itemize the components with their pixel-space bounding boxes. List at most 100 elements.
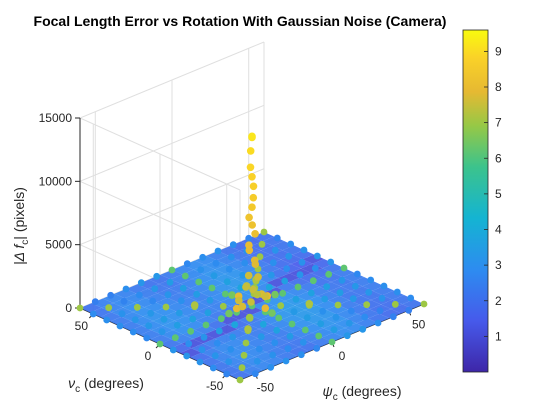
floor-point: [200, 333, 208, 341]
floor-point: [265, 283, 273, 291]
floor-point: [393, 288, 401, 296]
floor-point: [367, 276, 375, 284]
floor-point: [374, 319, 382, 327]
floor-cell: [321, 272, 343, 282]
floor-cell: [299, 273, 321, 283]
floor-point: [238, 364, 246, 372]
floor-point: [206, 296, 214, 304]
floor-cell: [179, 288, 201, 298]
floor-point: [283, 265, 291, 273]
floor-cell: [143, 311, 165, 321]
floor-point: [292, 295, 300, 303]
floor-cell: [264, 356, 286, 366]
floor-point: [275, 314, 283, 322]
floor-cell: [332, 268, 354, 278]
floor-cell: [303, 314, 325, 324]
floor-cell: [229, 310, 251, 320]
floor-cell: [253, 361, 275, 371]
colorbar-tick-label: 5: [495, 187, 502, 201]
floor-cell: [259, 324, 281, 334]
floor-cell: [137, 279, 159, 289]
axis-title: |Δ fc| (pixels): [11, 187, 31, 265]
colorbar-tick-label: 9: [495, 44, 502, 58]
floor-cell: [156, 297, 178, 307]
data-point: [261, 304, 270, 313]
floor-cell: [196, 315, 218, 325]
floor-point: [169, 346, 177, 354]
floor-point: [269, 259, 277, 267]
floor-cell: [258, 264, 280, 274]
floor-cell: [91, 298, 113, 308]
floor-point: [217, 315, 225, 323]
floor-cell: [349, 295, 371, 305]
floor-point: [338, 276, 346, 284]
colorbar-bar: [462, 29, 489, 373]
colorbar-tick-label: 7: [495, 116, 502, 130]
floor-point: [319, 307, 327, 315]
floor-point: [173, 321, 181, 329]
floor-cell: [322, 263, 344, 273]
y-tick-label: 50: [75, 319, 89, 333]
floor-point: [231, 321, 239, 329]
floor-point: [271, 339, 279, 347]
floor-cell: [356, 318, 378, 328]
floor-point: [332, 313, 340, 321]
floor-cell: [202, 278, 224, 288]
floor-point: [405, 306, 413, 314]
colorbar-tick-label: 3: [495, 258, 502, 272]
data-point: [249, 193, 258, 202]
floor-cell: [144, 302, 166, 312]
floor-cell: [286, 287, 308, 297]
data-point: [225, 309, 233, 318]
colorbar-tick-label: 2: [495, 294, 502, 308]
floor-cell: [280, 324, 302, 334]
data-point: [254, 273, 262, 281]
floor-cell: [282, 245, 304, 255]
floor-point: [183, 260, 191, 268]
floor-cell: [252, 232, 274, 242]
floor-point: [296, 271, 304, 279]
data-point: [251, 230, 259, 238]
floor-point: [147, 309, 155, 317]
floor-point: [303, 314, 311, 322]
floor-cell: [211, 352, 233, 362]
floor-point: [239, 271, 247, 279]
floor-point: [151, 285, 159, 293]
floor-point: [120, 297, 128, 305]
floor-cell: [194, 325, 216, 335]
z-tick-label: 15000: [39, 111, 73, 125]
floor-cell: [223, 278, 245, 288]
floor-point: [271, 246, 279, 254]
data-points: [76, 132, 428, 384]
floor-cell: [160, 339, 182, 349]
floor-point: [347, 307, 355, 315]
floor-point: [177, 297, 185, 305]
data-point: [261, 292, 270, 301]
floor-point: [229, 241, 237, 249]
floor-point: [183, 352, 191, 360]
floor-point: [336, 289, 344, 297]
floor-point: [277, 302, 285, 310]
colorbar-tick-label: 4: [495, 223, 502, 237]
floor-point: [193, 290, 201, 298]
floor-cell: [322, 332, 344, 342]
floor-point: [212, 259, 220, 267]
data-point: [248, 221, 256, 229]
floor-cell: [114, 289, 136, 299]
floor-point: [227, 253, 235, 261]
floor-point: [343, 332, 351, 340]
floor-cell: [230, 370, 252, 380]
floor-point: [137, 279, 145, 287]
floor-point: [351, 282, 359, 290]
floor-cell: [259, 255, 281, 265]
floor-cell: [315, 309, 337, 319]
floor-cell: [338, 300, 360, 310]
floor-point: [158, 328, 166, 336]
floor-point: [313, 344, 321, 352]
floor-point: [118, 310, 126, 318]
floor-point: [353, 270, 361, 278]
floor-point: [286, 332, 294, 340]
floor-point: [361, 313, 369, 321]
floor-point: [145, 322, 153, 330]
